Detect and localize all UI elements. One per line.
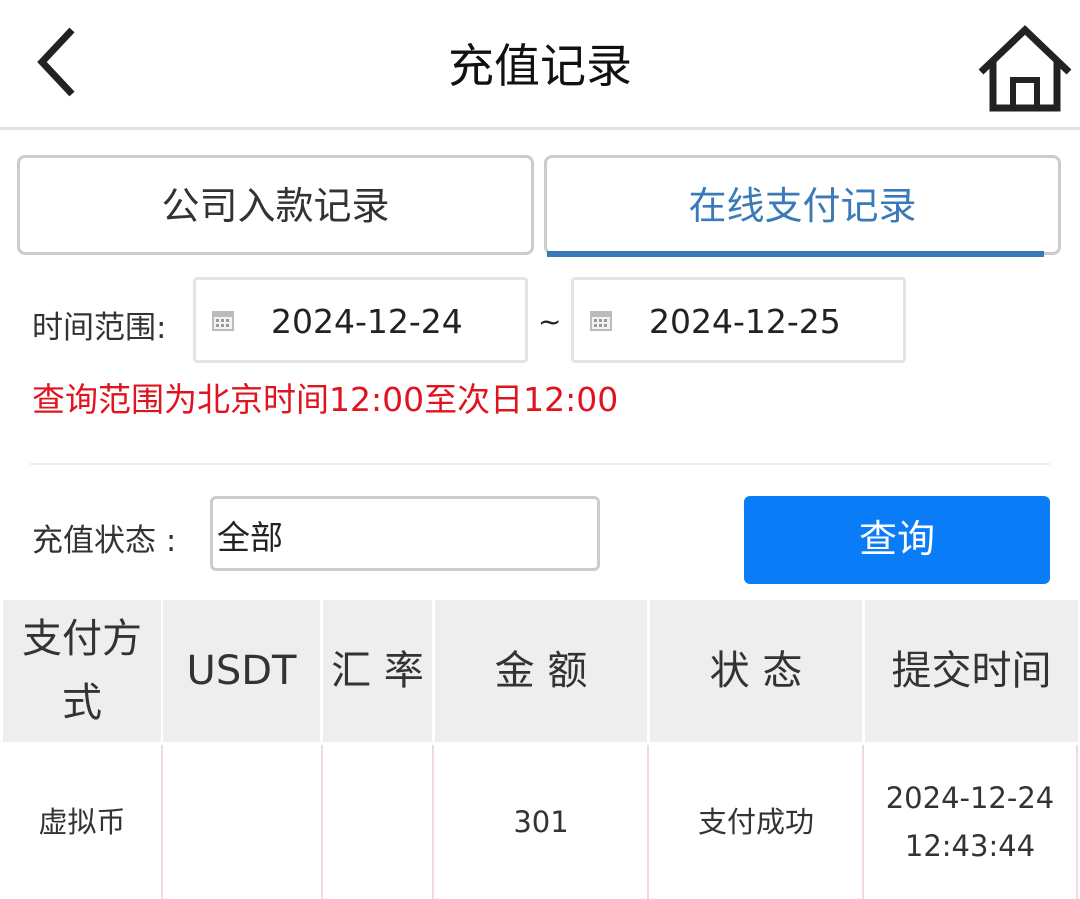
active-tab-indicator xyxy=(547,251,1044,257)
divider xyxy=(30,463,1050,465)
status-label: 充值状态 : xyxy=(32,523,177,559)
date-separator: ~ xyxy=(538,305,562,338)
cell-amount: 301 xyxy=(432,745,648,899)
column-header-method: 支付方式 xyxy=(3,600,161,742)
cell-status: 支付成功 xyxy=(647,745,863,899)
query-button[interactable]: 查询 xyxy=(744,496,1050,584)
tab-label: 公司入款记录 xyxy=(161,184,390,228)
query-range-notice: 查询范围为北京时间12:00至次日12:00 xyxy=(32,380,619,419)
calendar-icon xyxy=(590,311,612,331)
column-header-time: 提交时间 xyxy=(865,600,1078,742)
tab-online-payment-records[interactable]: 在线支付记录 xyxy=(544,155,1061,257)
header-bar: 充值记录 xyxy=(0,0,1080,130)
column-header-amount: 金 额 xyxy=(435,600,647,742)
column-header-rate: 汇 率 xyxy=(323,600,432,742)
start-date-value: 2024-12-24 xyxy=(271,302,463,341)
end-date-input[interactable]: 2024-12-25 xyxy=(571,277,906,363)
calendar-icon xyxy=(212,311,234,331)
cell-method: 虚拟币 xyxy=(38,805,126,839)
cell-time: 2024-12-24 12:43:44 xyxy=(862,745,1078,899)
page-title: 充值记录 xyxy=(448,39,632,93)
status-select[interactable]: 全部 xyxy=(210,496,600,571)
start-date-input[interactable]: 2024-12-24 xyxy=(193,277,528,363)
tab-company-deposit-records[interactable]: 公司入款记录 xyxy=(17,155,534,255)
end-date-value: 2024-12-25 xyxy=(649,302,841,341)
home-icon[interactable] xyxy=(975,22,1075,114)
column-header-status: 状 态 xyxy=(650,600,862,742)
cell-rate xyxy=(321,745,434,899)
time-range-label: 时间范围: xyxy=(32,310,167,346)
tab-label: 在线支付记录 xyxy=(688,184,917,228)
column-header-usdt: USDT xyxy=(163,600,320,742)
chevron-left-icon[interactable] xyxy=(30,22,90,102)
cell-usdt xyxy=(161,745,322,899)
